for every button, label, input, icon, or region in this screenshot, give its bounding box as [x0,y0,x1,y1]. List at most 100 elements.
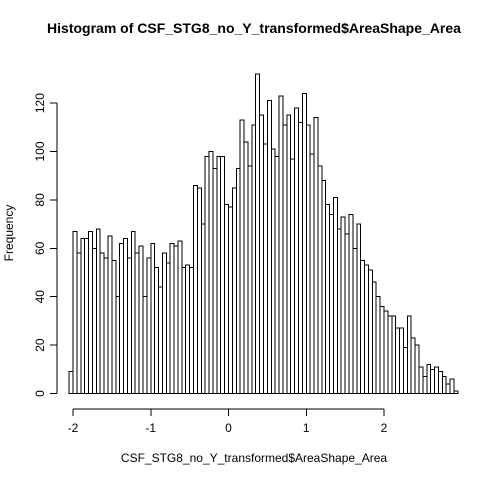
histogram-bar [181,267,187,394]
y-tick-label: 60 [33,241,47,255]
y-tick-label: 0 [33,390,47,397]
bars-group [68,73,459,395]
histogram-bar [123,238,128,394]
histogram-bar [103,257,109,395]
histogram-bar [410,337,416,394]
histogram-bar [329,213,334,394]
histogram-bar [130,230,136,394]
histogram-bar [367,269,373,394]
histogram-bar [99,252,105,394]
histogram-bar [434,366,439,395]
x-tick-label: -1 [145,421,156,435]
histogram-bar [321,180,327,394]
histogram-bar [406,315,412,394]
y-axis-label: Frequency [2,205,16,262]
histogram-bar [402,347,408,394]
histogram-bar [134,252,140,394]
histogram-bar [111,259,117,394]
histogram-bar [231,187,237,394]
histogram-bar [441,376,447,394]
x-axis-label: CSF_STG8_no_Y_transformed$AreaShape_Area [121,451,387,465]
histogram-bar [340,216,346,394]
histogram-bar [68,371,74,395]
histogram-bar [290,158,296,394]
histogram-bar [107,235,113,394]
histogram-bar [278,95,284,394]
histogram-bar [414,344,420,395]
histogram-bar [418,366,424,395]
histogram-bar [282,124,288,394]
histogram-bar [193,184,198,394]
histogram-bar [383,310,389,394]
histogram-bar [453,390,459,394]
histogram-bar [115,296,121,395]
histogram-bar [220,155,226,394]
histogram-bar [235,167,241,394]
histogram-bar [301,92,307,394]
histogram-bar [336,228,342,394]
histogram-bar [158,286,163,394]
histogram-bar [437,371,443,395]
histogram-bar [228,206,233,394]
y-tick-label: 100 [33,141,47,161]
histogram-bar [297,121,303,395]
histogram-bar [352,247,358,394]
histogram-bar [309,153,315,394]
histogram-bar [80,238,86,394]
histogram-bar [391,315,397,394]
y-tick-label: 120 [33,93,47,113]
histogram-bar [375,296,381,395]
histogram-bar [173,245,179,394]
histogram-bar [247,165,253,394]
histogram-bar [399,327,404,394]
y-axis: 0 20 40 60 80 100 120 [33,93,58,397]
histogram-bar [270,148,276,394]
histogram-bar [313,117,319,395]
histogram-bar [356,223,362,394]
histogram-bar [119,242,125,394]
histogram-bar [72,230,78,394]
histogram-bar [200,223,206,394]
histogram-bar [274,155,280,394]
histogram-bar [422,376,428,394]
histogram-bar [126,257,132,395]
histogram-bar [332,196,338,394]
histogram-bar [216,155,222,394]
x-tick-label: -2 [68,421,79,435]
histogram-bar [259,114,264,394]
histogram-bar [348,213,354,394]
histogram-bar [142,296,148,395]
histogram-bar [395,327,401,394]
histogram-bar [169,242,175,394]
x-tick-label: 1 [303,421,310,435]
histogram-bar [84,238,90,394]
histogram-bar [95,228,101,394]
histogram-bar [445,383,451,395]
histogram-bar [266,100,272,395]
histogram-bar [239,119,245,394]
histogram-bar [344,233,350,394]
histogram-bar [387,315,393,394]
histogram-bar [243,141,249,394]
histogram-bar [430,368,436,394]
histogram-bar [204,155,210,394]
histogram-bar [189,267,195,394]
histogram-bar [150,242,156,394]
histogram-bar [146,257,152,395]
histogram-bar [154,267,160,394]
histogram-bar [212,167,218,394]
y-tick-label: 20 [33,338,47,352]
y-tick-label: 40 [33,290,47,304]
histogram-bar [360,259,366,394]
histogram-bar [196,187,202,394]
histogram-bar [286,114,292,394]
histogram-bar [325,204,331,394]
histogram-bar [165,262,171,394]
x-axis: -2 -1 0 1 2 [68,408,388,435]
histogram-bar [76,252,82,394]
histogram-bar [224,204,230,394]
histogram-bar [317,165,323,394]
x-tick-label: 0 [225,421,232,435]
